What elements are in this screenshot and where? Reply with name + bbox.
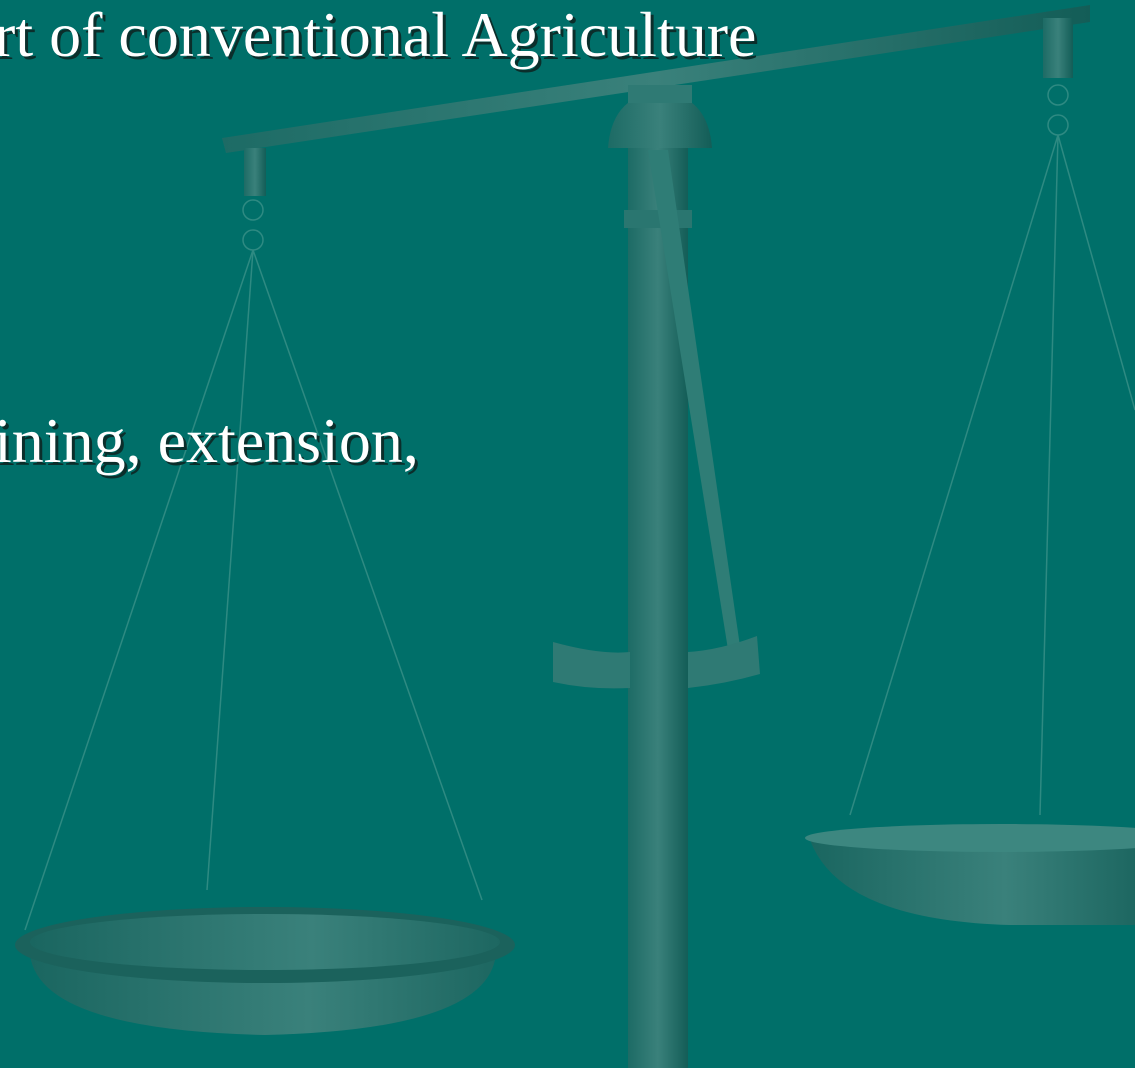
slide-text-line: ining, extension, <box>0 405 419 476</box>
slide-text-line: rt of conventional Agriculture <box>0 0 756 70</box>
slide: rt of conventional Agriculture ining, ex… <box>0 0 1135 1068</box>
